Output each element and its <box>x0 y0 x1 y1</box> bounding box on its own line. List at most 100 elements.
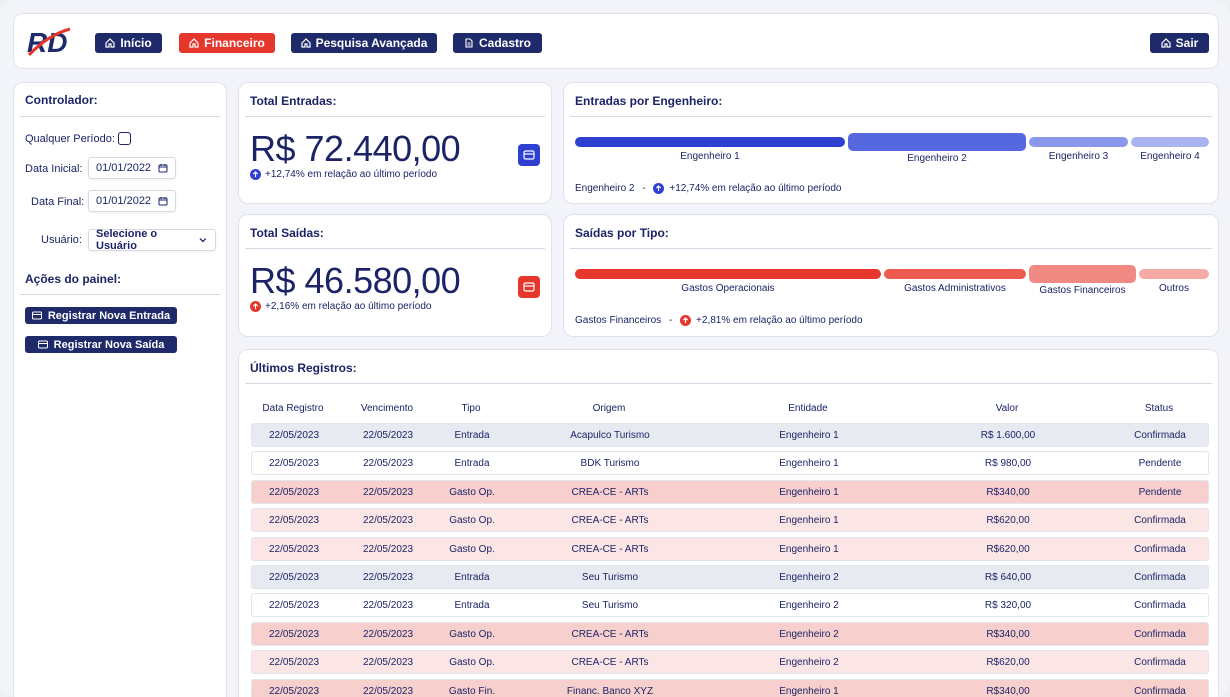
end-date-field[interactable]: 01/01/2022 <box>88 190 176 212</box>
register-entrada-label: Registrar Nova Entrada <box>47 309 171 322</box>
table-cell: Entrada <box>454 572 490 583</box>
table-cell: Confirmada <box>1134 515 1186 527</box>
nav-cadastro-button[interactable]: Cadastro <box>453 33 542 53</box>
table-cell: 22/05/2023 <box>362 430 414 441</box>
total-saidas-delta: +2,16% em relação ao último período <box>250 301 432 312</box>
table-cell: 22/05/2023 <box>268 685 320 697</box>
gastos-operacionais-bar[interactable] <box>575 269 881 279</box>
divider <box>20 294 220 295</box>
table-cell: Engenheiro 1 <box>779 543 839 555</box>
wallet-icon[interactable] <box>518 276 540 298</box>
table-cell: 22/05/2023 <box>268 543 320 555</box>
table-cell: 22/05/2023 <box>362 657 414 669</box>
table-cell: R$ 980,00 <box>984 458 1032 470</box>
table-row[interactable]: 22/05/2023 22/05/2023 Entrada Seu Turismo En… <box>251 593 1209 618</box>
summary-name: Gastos Financeiros <box>575 315 662 326</box>
table-cell: 22/05/2023 <box>362 486 414 498</box>
col-header[interactable]: Origem <box>592 403 626 414</box>
home-icon <box>189 38 199 48</box>
table-cell: Confirmada <box>1134 628 1186 640</box>
table-cell: 22/05/2023 <box>362 572 414 583</box>
table-cell: Gasto Op. <box>449 628 495 640</box>
wallet-icon <box>37 340 48 349</box>
table-cell: 22/05/2023 <box>268 572 320 583</box>
engenheiro-1-label: Engenheiro 1 <box>680 151 740 162</box>
col-header[interactable]: Status <box>1144 403 1174 414</box>
engenheiro-3-bar[interactable] <box>1029 137 1128 147</box>
register-saida-button[interactable]: Registrar Nova Saída <box>25 336 177 353</box>
table-cell: Gasto Fin. <box>448 685 496 697</box>
nav-inicio-button[interactable]: Início <box>95 33 162 53</box>
start-date-field[interactable]: 01/01/2022 <box>88 157 176 179</box>
user-label: Usuário: <box>41 234 82 246</box>
table-row[interactable]: 22/05/2023 22/05/2023 Gasto Op. CREA-CE - A… <box>251 650 1209 675</box>
gastos-operacionais-label: Gastos Operacionais <box>681 283 775 294</box>
table-cell: 22/05/2023 <box>268 628 320 640</box>
gastos-administrativos-label: Gastos Administrativos <box>904 283 1006 294</box>
table-cell: 22/05/2023 <box>268 600 320 612</box>
engenheiro-3-label: Engenheiro 3 <box>1048 151 1109 162</box>
table-row[interactable]: 22/05/2023 22/05/2023 Gasto Op. CREA-CE - A… <box>251 536 1209 561</box>
table-cell: R$340,00 <box>986 628 1030 640</box>
saidas-summary: Gastos Financeiros - +2,81% em relação a… <box>575 315 863 326</box>
total-entradas-delta-text: +12,74% em relação ao último período <box>265 169 438 180</box>
wallet-icon[interactable] <box>518 144 540 166</box>
controller-sidebar: Controlador: Qualquer Período: Data Inic… <box>13 82 227 697</box>
table-row[interactable]: 22/05/2023 22/05/2023 Entrada Acapulco Turi… <box>251 423 1209 447</box>
any-period-checkbox[interactable] <box>118 132 131 145</box>
table-row[interactable]: 22/05/2023 22/05/2023 Gasto Op. CREA-CE - A… <box>251 621 1209 646</box>
table-cell: Engenheiro 1 <box>779 486 839 498</box>
ultimos-registros-card: Últimos Registros: Data Registro Vencime… <box>238 349 1219 697</box>
outros-label: Outros <box>1158 283 1189 294</box>
table-cell: Gasto Op. <box>449 657 495 669</box>
table-row[interactable]: 22/05/2023 22/05/2023 Entrada Seu Turismo En… <box>251 565 1209 589</box>
table-cell: Confirmada <box>1134 543 1186 555</box>
nav-inicio-label: Início <box>120 36 152 50</box>
engenheiro-4-bar[interactable] <box>1131 137 1209 147</box>
table-cell: Confirmada <box>1134 600 1186 612</box>
nav-pesquisa-button[interactable]: Pesquisa Avançada <box>291 33 437 53</box>
user-select[interactable]: Selecione o Usuário <box>88 228 216 252</box>
table-cell: 22/05/2023 <box>362 515 414 527</box>
table-row[interactable]: 22/05/2023 22/05/2023 Gasto Op. CREA-CE - A… <box>251 508 1209 533</box>
total-entradas-card: Total Entradas: R$ 72.440,00 +12,74% em … <box>238 82 552 204</box>
engenheiro-1-bar[interactable] <box>575 137 845 147</box>
nav-pesquisa-label: Pesquisa Avançada <box>315 36 428 50</box>
table-row[interactable]: 22/05/2023 22/05/2023 Entrada BDK Turismo En… <box>251 451 1209 476</box>
col-header[interactable]: Valor <box>995 403 1019 414</box>
nav-financeiro-button[interactable]: Financeiro <box>179 33 275 53</box>
table-cell: R$620,00 <box>986 657 1030 669</box>
table-row[interactable]: 22/05/2023 22/05/2023 Gasto Op. CREA-CE - A… <box>251 479 1209 504</box>
table-row[interactable]: 22/05/2023 22/05/2023 Gasto Fin. Financ. Ba… <box>251 678 1209 697</box>
table-cell: 22/05/2023 <box>362 628 414 640</box>
table-cell: R$ 640,00 <box>984 572 1032 583</box>
sidebar-title: Controlador: <box>25 93 98 107</box>
nav-sair-button[interactable]: Sair <box>1150 33 1209 53</box>
start-date-label: Data Inicial: <box>25 163 83 175</box>
gastos-administrativos-bar[interactable] <box>884 269 1026 279</box>
engenheiro-2-bar[interactable] <box>848 133 1026 151</box>
col-header[interactable]: Data Registro <box>262 403 324 414</box>
chevron-down-icon <box>199 238 207 243</box>
home-icon <box>105 38 115 48</box>
gastos-financeiros-bar[interactable] <box>1029 265 1136 283</box>
table-cell: Engenheiro 1 <box>779 685 839 697</box>
table-cell: Financ. Banco XYZ <box>566 685 654 697</box>
table-cell: BDK Turismo <box>580 458 640 470</box>
outros-bar[interactable] <box>1139 269 1209 279</box>
col-header[interactable]: Tipo <box>461 403 481 414</box>
register-entrada-button[interactable]: Registrar Nova Entrada <box>25 307 177 324</box>
table-cell: 22/05/2023 <box>362 600 414 612</box>
total-entradas-value: R$ 72.440,00 <box>250 128 461 169</box>
col-header[interactable]: Vencimento <box>360 403 414 414</box>
total-saidas-value: R$ 46.580,00 <box>250 260 461 301</box>
divider <box>245 116 545 117</box>
rd-logo[interactable]: RD <box>26 25 72 59</box>
table-cell: Pendente <box>1138 458 1182 470</box>
start-date-value: 01/01/2022 <box>96 162 152 174</box>
engenheiro-2-label: Engenheiro 2 <box>907 153 967 164</box>
summary-name: Engenheiro 2 <box>575 183 635 194</box>
table-cell: Engenheiro 2 <box>779 628 839 640</box>
col-header[interactable]: Entidade <box>788 403 828 414</box>
